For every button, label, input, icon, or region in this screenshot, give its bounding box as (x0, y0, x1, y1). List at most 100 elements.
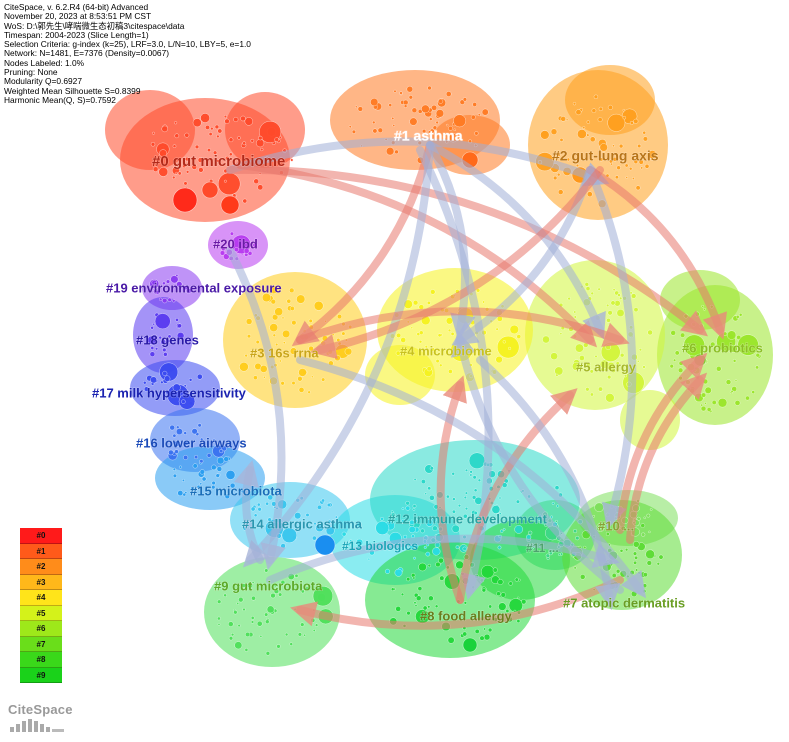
cluster-node[interactable] (199, 459, 204, 464)
cluster-node[interactable] (612, 156, 618, 162)
cluster-node[interactable] (605, 532, 610, 536)
cluster-node[interactable] (259, 365, 268, 373)
cluster-label-18[interactable]: #18 genes (136, 332, 200, 348)
cluster-label-3[interactable]: #3 16s rrna (250, 345, 320, 361)
cluster-node[interactable] (256, 620, 263, 627)
cluster-node[interactable] (610, 300, 616, 306)
cluster-label-12[interactable]: #12 immune development (388, 511, 549, 527)
cluster-node[interactable] (162, 370, 168, 376)
cluster-node[interactable] (586, 361, 591, 367)
cluster-node[interactable] (642, 136, 648, 142)
cluster-node[interactable] (176, 425, 180, 429)
cluster-node[interactable] (400, 337, 407, 343)
cluster-label-1[interactable]: #1 asthma (394, 127, 464, 144)
cluster-node[interactable] (395, 606, 402, 612)
cluster-node[interactable] (500, 592, 506, 598)
cluster-node[interactable] (614, 175, 619, 180)
cluster-node[interactable] (225, 155, 230, 161)
cluster-node[interactable] (623, 374, 628, 378)
cluster-node[interactable] (215, 473, 220, 478)
cluster-node[interactable] (399, 91, 403, 95)
cluster-node[interactable] (427, 486, 432, 491)
cluster-node[interactable] (498, 602, 507, 611)
cluster-node[interactable] (184, 132, 190, 138)
cluster-node[interactable] (250, 620, 255, 624)
cluster-node[interactable] (325, 526, 335, 536)
cluster-node[interactable] (162, 281, 166, 286)
cluster-node[interactable] (610, 162, 613, 166)
cluster-node[interactable] (706, 407, 712, 412)
cluster-node[interactable] (245, 631, 251, 638)
cluster-node[interactable] (605, 393, 615, 403)
cluster-node[interactable] (559, 332, 563, 336)
cluster-node[interactable] (152, 131, 155, 135)
cluster-node[interactable] (260, 147, 264, 152)
cluster-node[interactable] (516, 619, 521, 624)
cluster-node[interactable] (633, 118, 639, 124)
cluster-node[interactable] (336, 314, 343, 320)
cluster-label-7[interactable]: #7 atopic dermatitis (563, 595, 686, 611)
cluster-node[interactable] (642, 365, 646, 369)
cluster-node[interactable] (497, 545, 502, 550)
cluster-node[interactable] (615, 569, 621, 574)
cluster-node[interactable] (172, 473, 177, 478)
cluster-node[interactable] (165, 390, 170, 395)
cluster-node[interactable] (528, 530, 533, 535)
cluster-node[interactable] (577, 129, 587, 139)
cluster-node[interactable] (618, 143, 624, 149)
cluster-node[interactable] (703, 307, 706, 311)
cluster-node[interactable] (167, 334, 172, 339)
cluster-node[interactable] (300, 622, 305, 627)
cluster-node[interactable] (273, 583, 278, 588)
cluster-node[interactable] (155, 347, 159, 351)
cluster-node[interactable] (505, 609, 510, 613)
cluster-node[interactable] (172, 433, 177, 438)
cluster-node[interactable] (281, 316, 285, 320)
cluster-node[interactable] (228, 137, 234, 143)
cluster-node[interactable] (426, 300, 431, 305)
cluster-node[interactable] (550, 515, 554, 519)
cluster-node[interactable] (411, 107, 418, 114)
cluster-node[interactable] (244, 648, 249, 652)
cluster-node[interactable] (483, 627, 487, 631)
cluster-node[interactable] (238, 597, 244, 603)
cluster-node[interactable] (632, 177, 635, 180)
cluster-node[interactable] (726, 330, 737, 340)
cluster-node[interactable] (174, 121, 178, 125)
cluster-node[interactable] (640, 523, 646, 528)
cluster-node[interactable] (152, 166, 159, 172)
cluster-node[interactable] (223, 179, 227, 183)
cluster-node[interactable] (289, 642, 293, 646)
cluster-node[interactable] (178, 465, 183, 469)
cluster-node[interactable] (158, 167, 169, 177)
cluster-node[interactable] (216, 466, 223, 472)
cluster-node[interactable] (184, 441, 189, 446)
cluster-node[interactable] (589, 369, 594, 374)
cluster-node[interactable] (228, 152, 233, 157)
cluster-node[interactable] (400, 518, 406, 524)
cluster-node[interactable] (717, 397, 728, 408)
cluster-node[interactable] (265, 651, 271, 656)
cluster-node[interactable] (644, 163, 650, 169)
cluster-node[interactable] (633, 307, 639, 313)
cluster-label-16[interactable]: #16 lower airways (136, 435, 248, 451)
cluster-node[interactable] (434, 604, 439, 609)
cluster-node[interactable] (253, 178, 259, 185)
cluster-node[interactable] (422, 605, 428, 611)
cluster-node[interactable] (259, 120, 282, 144)
cluster-node[interactable] (276, 644, 281, 649)
cluster-node[interactable] (308, 318, 313, 323)
cluster-node[interactable] (462, 631, 468, 637)
cluster-node[interactable] (270, 299, 276, 305)
cluster-node[interactable] (312, 629, 316, 632)
cluster-node[interactable] (390, 510, 394, 514)
cluster-node[interactable] (616, 165, 621, 170)
cluster-node[interactable] (530, 547, 534, 551)
cluster-node[interactable] (206, 444, 210, 449)
cluster-node[interactable] (427, 605, 431, 609)
cluster-node[interactable] (616, 309, 625, 317)
cluster-node[interactable] (271, 314, 279, 321)
cluster-node[interactable] (224, 493, 230, 500)
cluster-node[interactable] (194, 455, 199, 460)
cluster-node[interactable] (267, 494, 274, 501)
